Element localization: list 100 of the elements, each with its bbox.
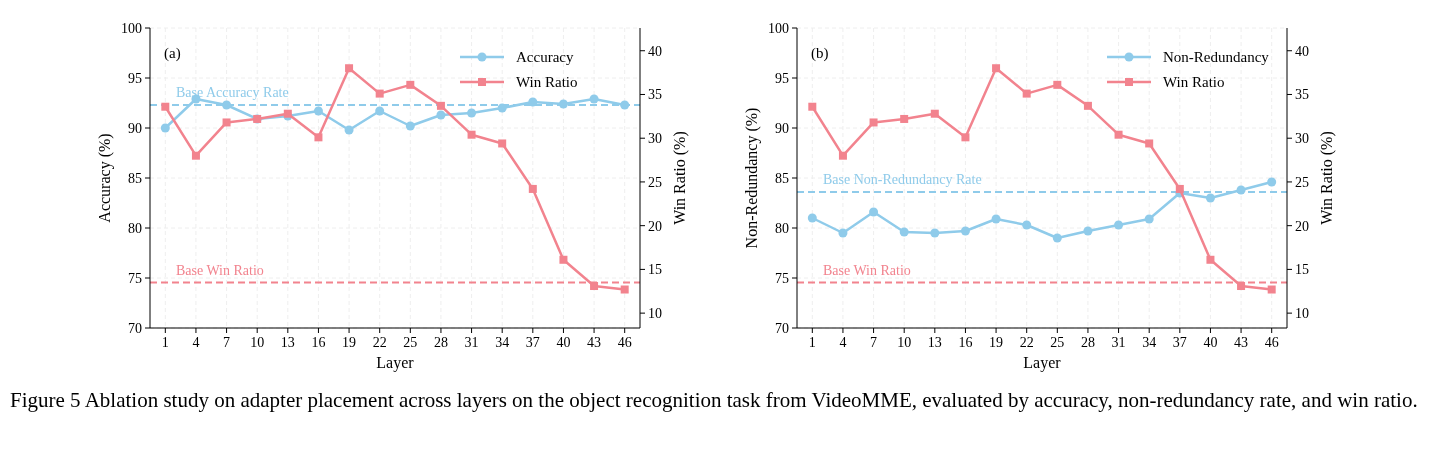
- y2-tick-label: 35: [1295, 87, 1309, 103]
- point: [344, 125, 354, 135]
- point: [1022, 220, 1032, 230]
- x-tick-label: 22: [372, 335, 387, 350]
- point: [528, 97, 538, 107]
- point: [161, 102, 170, 111]
- point: [191, 151, 200, 160]
- y-tick-label: 80: [128, 221, 142, 236]
- point: [620, 100, 630, 110]
- point: [345, 64, 354, 73]
- point: [436, 101, 445, 110]
- x-axis-title: Layer: [376, 354, 415, 372]
- x-tick-label: 16: [958, 335, 973, 350]
- point: [467, 130, 476, 139]
- y-tick-label: 90: [775, 121, 789, 136]
- x-tick-label: 28: [1080, 335, 1095, 350]
- point: [807, 213, 817, 223]
- point: [558, 99, 568, 109]
- y-axis-title: Accuracy (%): [96, 133, 114, 223]
- point: [1267, 285, 1276, 294]
- point: [900, 114, 909, 123]
- y2-tick-label: 30: [1295, 131, 1309, 147]
- y2-tick-label: 25: [1295, 174, 1309, 190]
- caption: Figure 5 Ablation study on adapter placement across layers on the object recognition task from VideoMME, evaluated by accuracy, non-redundancy rate, and win ratio.: [9, 387, 1419, 414]
- x-tick-label: 37: [525, 335, 540, 350]
- x-tick-label: 43: [587, 335, 602, 350]
- x-tick-label: 31: [1111, 335, 1126, 350]
- point: [838, 151, 847, 160]
- x-tick-label: 46: [1264, 335, 1279, 350]
- legend-label: Non-Redundancy: [1163, 49, 1270, 65]
- y-tick-label: 80: [775, 221, 789, 236]
- y-tick-label: 75: [775, 271, 789, 286]
- x-tick-label: 1: [808, 335, 816, 350]
- point: [1206, 255, 1215, 264]
- point: [1205, 193, 1215, 203]
- y2-tick-label: 30: [648, 131, 662, 147]
- point: [528, 184, 537, 193]
- x-tick-label: 10: [250, 335, 265, 350]
- point: [899, 227, 909, 237]
- point: [838, 228, 848, 238]
- y-axis-title: Non-Redundancy (%): [743, 107, 761, 249]
- point: [375, 89, 384, 98]
- x-tick-label: 40: [556, 335, 571, 350]
- point: [1053, 80, 1062, 89]
- x-tick-label: 19: [342, 335, 357, 350]
- x-tick-label: 19: [989, 335, 1004, 350]
- x-tick-label: 34: [495, 335, 510, 350]
- point: [1267, 177, 1277, 187]
- point: [1114, 220, 1124, 230]
- x-tick-label: 13: [927, 335, 942, 350]
- x-tick-label: 10: [897, 335, 912, 350]
- point: [961, 133, 970, 142]
- y-tick-label: 70: [775, 321, 789, 336]
- point: [869, 207, 879, 217]
- point: [590, 282, 599, 291]
- y2-tick-label: 20: [1295, 218, 1309, 234]
- point: [992, 64, 1001, 73]
- x-tick-label: 22: [1019, 335, 1034, 350]
- y2-tick-label: 15: [648, 262, 662, 278]
- point: [467, 108, 477, 118]
- ref-line-label: Base Win Ratio: [823, 262, 911, 278]
- y-tick-label: 85: [775, 171, 789, 186]
- point: [405, 121, 415, 131]
- point: [1083, 101, 1092, 110]
- ref-line-label: Base Win Ratio: [176, 262, 264, 278]
- point: [991, 214, 1001, 224]
- point: [589, 94, 599, 104]
- legend-label: Win Ratio: [516, 74, 578, 90]
- x-tick-label: 16: [311, 335, 326, 350]
- y2-axis-title: Win Ratio (%): [671, 131, 689, 225]
- y2-axis-title: Win Ratio (%): [1318, 131, 1336, 225]
- y2-tick-label: 20: [648, 218, 662, 234]
- point: [559, 255, 568, 264]
- point: [222, 118, 231, 127]
- x-tick-label: 43: [1234, 335, 1249, 350]
- point: [808, 102, 817, 111]
- x-tick-label: 7: [870, 335, 878, 350]
- x-tick-label: 46: [617, 335, 632, 350]
- x-tick-label: 25: [403, 335, 418, 350]
- y-tick-label: 90: [128, 121, 142, 136]
- legend-label: Win Ratio: [1163, 74, 1225, 90]
- point: [1114, 130, 1123, 139]
- point: [1236, 185, 1246, 195]
- y-tick-label: 95: [128, 71, 142, 86]
- y2-tick-label: 40: [1295, 43, 1309, 59]
- point: [1144, 214, 1154, 224]
- point: [222, 100, 232, 110]
- x-axis-title: Layer: [1023, 354, 1062, 372]
- point: [869, 118, 878, 127]
- x-tick-label: 4: [192, 335, 200, 350]
- annotation: (b): [811, 45, 829, 62]
- y2-tick-label: 10: [1295, 306, 1309, 322]
- x-tick-label: 31: [464, 335, 479, 350]
- point: [375, 106, 385, 116]
- y-tick-label: 100: [768, 21, 789, 36]
- point: [1237, 282, 1246, 291]
- point: [313, 106, 323, 116]
- y-tick-label: 100: [121, 21, 142, 36]
- y-tick-label: 85: [128, 171, 142, 186]
- point: [1175, 184, 1184, 193]
